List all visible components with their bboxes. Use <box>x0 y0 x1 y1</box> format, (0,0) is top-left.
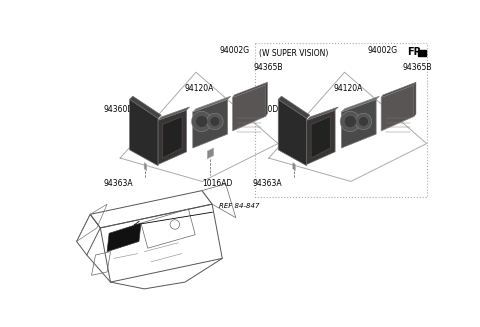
Circle shape <box>210 116 220 127</box>
Polygon shape <box>130 99 158 166</box>
Polygon shape <box>207 148 214 159</box>
Text: 94360D: 94360D <box>104 105 134 114</box>
Polygon shape <box>107 223 141 251</box>
Text: 94365B: 94365B <box>402 63 432 72</box>
Text: 1016AD: 1016AD <box>202 179 232 188</box>
Text: 94120A: 94120A <box>184 84 214 93</box>
Polygon shape <box>311 116 331 158</box>
Polygon shape <box>130 96 161 118</box>
Text: 94365B: 94365B <box>254 63 283 72</box>
Polygon shape <box>341 96 379 112</box>
Circle shape <box>344 115 356 128</box>
Circle shape <box>207 113 223 130</box>
Polygon shape <box>233 82 267 97</box>
Polygon shape <box>233 85 265 131</box>
Text: REF 84-847: REF 84-847 <box>219 203 260 209</box>
Text: (W SUPER VISION): (W SUPER VISION) <box>259 49 328 58</box>
Circle shape <box>195 115 208 128</box>
Polygon shape <box>193 99 228 148</box>
Polygon shape <box>381 85 414 131</box>
Circle shape <box>359 116 369 127</box>
Polygon shape <box>144 163 147 171</box>
Polygon shape <box>278 96 310 118</box>
Polygon shape <box>265 82 267 116</box>
Polygon shape <box>193 96 231 112</box>
Polygon shape <box>307 107 338 120</box>
Polygon shape <box>158 107 190 120</box>
Text: 94002G: 94002G <box>368 46 398 55</box>
Polygon shape <box>341 99 376 148</box>
Text: 94002G: 94002G <box>219 46 250 55</box>
Polygon shape <box>158 110 186 164</box>
Polygon shape <box>307 110 335 164</box>
Text: 94363A: 94363A <box>104 179 133 188</box>
Polygon shape <box>163 116 182 158</box>
Text: 94120A: 94120A <box>333 84 362 93</box>
Circle shape <box>355 113 372 130</box>
Circle shape <box>192 112 212 131</box>
Bar <box>419 50 426 56</box>
Polygon shape <box>381 82 416 97</box>
Circle shape <box>340 112 360 131</box>
Text: 94363A: 94363A <box>252 179 282 188</box>
Text: 94360D: 94360D <box>248 105 278 114</box>
Polygon shape <box>278 99 307 166</box>
Text: FR.: FR. <box>407 47 425 57</box>
Polygon shape <box>414 82 416 116</box>
Polygon shape <box>293 163 295 171</box>
